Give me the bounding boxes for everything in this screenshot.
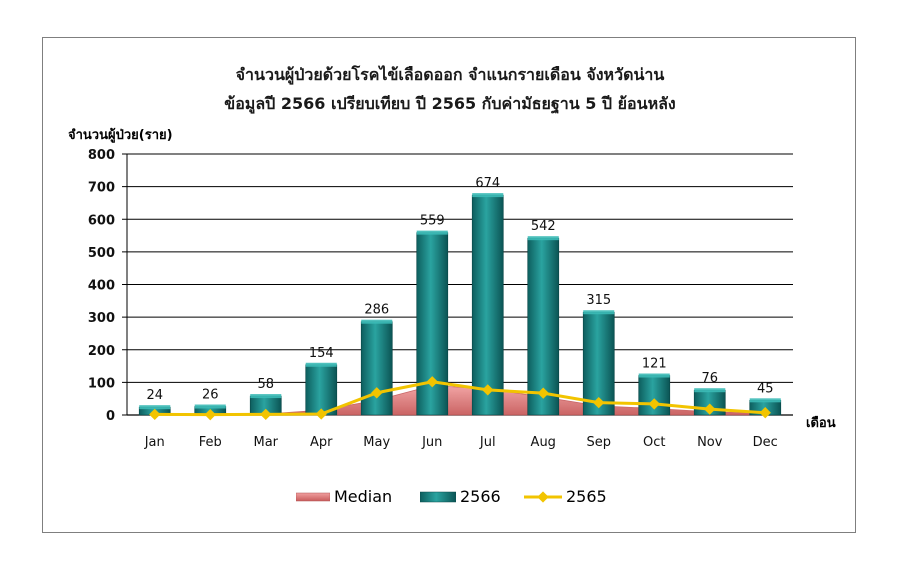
data-label-2566: 26 <box>202 388 219 403</box>
bar-2566-top <box>527 236 559 241</box>
chart-subtitle: ข้อมูลปี 2566 เปรียบเทียบ ปี 2565 กับค่า… <box>224 94 676 113</box>
bar-2566 <box>527 237 560 416</box>
data-label-2566: 542 <box>531 219 556 234</box>
y-tick-label: 300 <box>88 311 115 326</box>
bar-2566-top <box>694 388 726 393</box>
x-tick-label: Dec <box>753 435 778 450</box>
data-label-2566: 58 <box>257 377 274 392</box>
legend-label-2565: 2565 <box>566 487 607 506</box>
point-2565 <box>426 376 438 388</box>
y-tick-label: 800 <box>88 148 115 163</box>
legend-label-2566: 2566 <box>460 487 501 506</box>
y-tick-label: 600 <box>88 213 115 228</box>
point-2565 <box>149 408 161 421</box>
point-2565 <box>371 387 383 399</box>
data-label-2566: 45 <box>757 381 774 396</box>
bar-2566 <box>360 321 393 416</box>
point-2565 <box>759 407 771 419</box>
bar-2566-top <box>361 319 393 324</box>
data-label-2566: 76 <box>701 371 718 386</box>
x-tick-label: Oct <box>643 435 665 450</box>
legend-item-2565: 2565 <box>524 487 607 506</box>
bar-2566-top <box>194 404 226 409</box>
legend-swatch-2565 <box>524 490 562 503</box>
legend-item-2566: 2566 <box>420 487 501 506</box>
bar-2566 <box>471 194 504 416</box>
line-2565 <box>154 380 766 417</box>
y-tick-label: 200 <box>88 344 115 359</box>
y-tick-label: 0 <box>106 409 115 424</box>
bar-2566-top <box>416 230 448 235</box>
bar-2566-top <box>305 362 337 367</box>
legend-swatch-median <box>296 492 330 501</box>
y-tick-label: 100 <box>88 376 115 391</box>
data-label-2566: 286 <box>364 303 389 318</box>
x-tick-label: Sep <box>586 435 611 450</box>
bar-2566-top <box>749 398 781 403</box>
bar-2566 <box>305 364 338 416</box>
median-area <box>154 385 766 416</box>
y-tick-label: 700 <box>88 181 115 196</box>
point-2565 <box>648 398 660 410</box>
bar-2566-top <box>638 373 670 378</box>
bar-2566-top <box>583 310 615 315</box>
data-label-2566: 315 <box>586 293 611 308</box>
bar-2566-top <box>472 193 504 198</box>
x-tick-label: Nov <box>697 435 723 450</box>
x-tick-label: Jun <box>421 435 442 450</box>
data-label-2566: 674 <box>475 176 500 191</box>
x-tick-label: Mar <box>253 435 278 450</box>
data-label-2566: 559 <box>420 214 445 229</box>
legend-swatch-2566 <box>420 491 456 502</box>
x-tick-label: Jul <box>479 435 496 450</box>
x-tick-label: Jan <box>144 435 165 450</box>
x-tick-label: Apr <box>310 435 333 450</box>
point-2565 <box>704 403 716 415</box>
point-2565 <box>315 408 327 420</box>
point-2565 <box>593 396 605 409</box>
y-tick-label: 500 <box>88 246 115 261</box>
bar-2566-top <box>250 394 282 399</box>
point-2565 <box>260 408 272 421</box>
x-axis-label: เดือน <box>806 416 836 431</box>
bar-2566 <box>416 232 449 416</box>
x-tick-label: Feb <box>199 435 222 450</box>
data-label-2566: 24 <box>146 388 163 403</box>
legend-item-median: Median <box>296 487 392 506</box>
y-tick-label: 400 <box>88 279 115 294</box>
chart-title: จำนวนผู้ป่วยด้วยโรคไข้เลือดออก จำแนกรายเ… <box>235 65 665 84</box>
point-2565 <box>482 384 494 396</box>
point-2565 <box>537 387 549 399</box>
x-tick-label: Aug <box>531 435 556 450</box>
data-label-2566: 121 <box>642 357 667 372</box>
data-label-2566: 154 <box>309 346 334 361</box>
x-tick-label: May <box>363 435 390 450</box>
y-axis-label: จำนวนผู้ป่วย(ราย) <box>68 128 173 143</box>
legend-label-median: Median <box>334 487 393 506</box>
point-2565 <box>204 409 216 421</box>
bar-2566-top <box>139 405 171 410</box>
